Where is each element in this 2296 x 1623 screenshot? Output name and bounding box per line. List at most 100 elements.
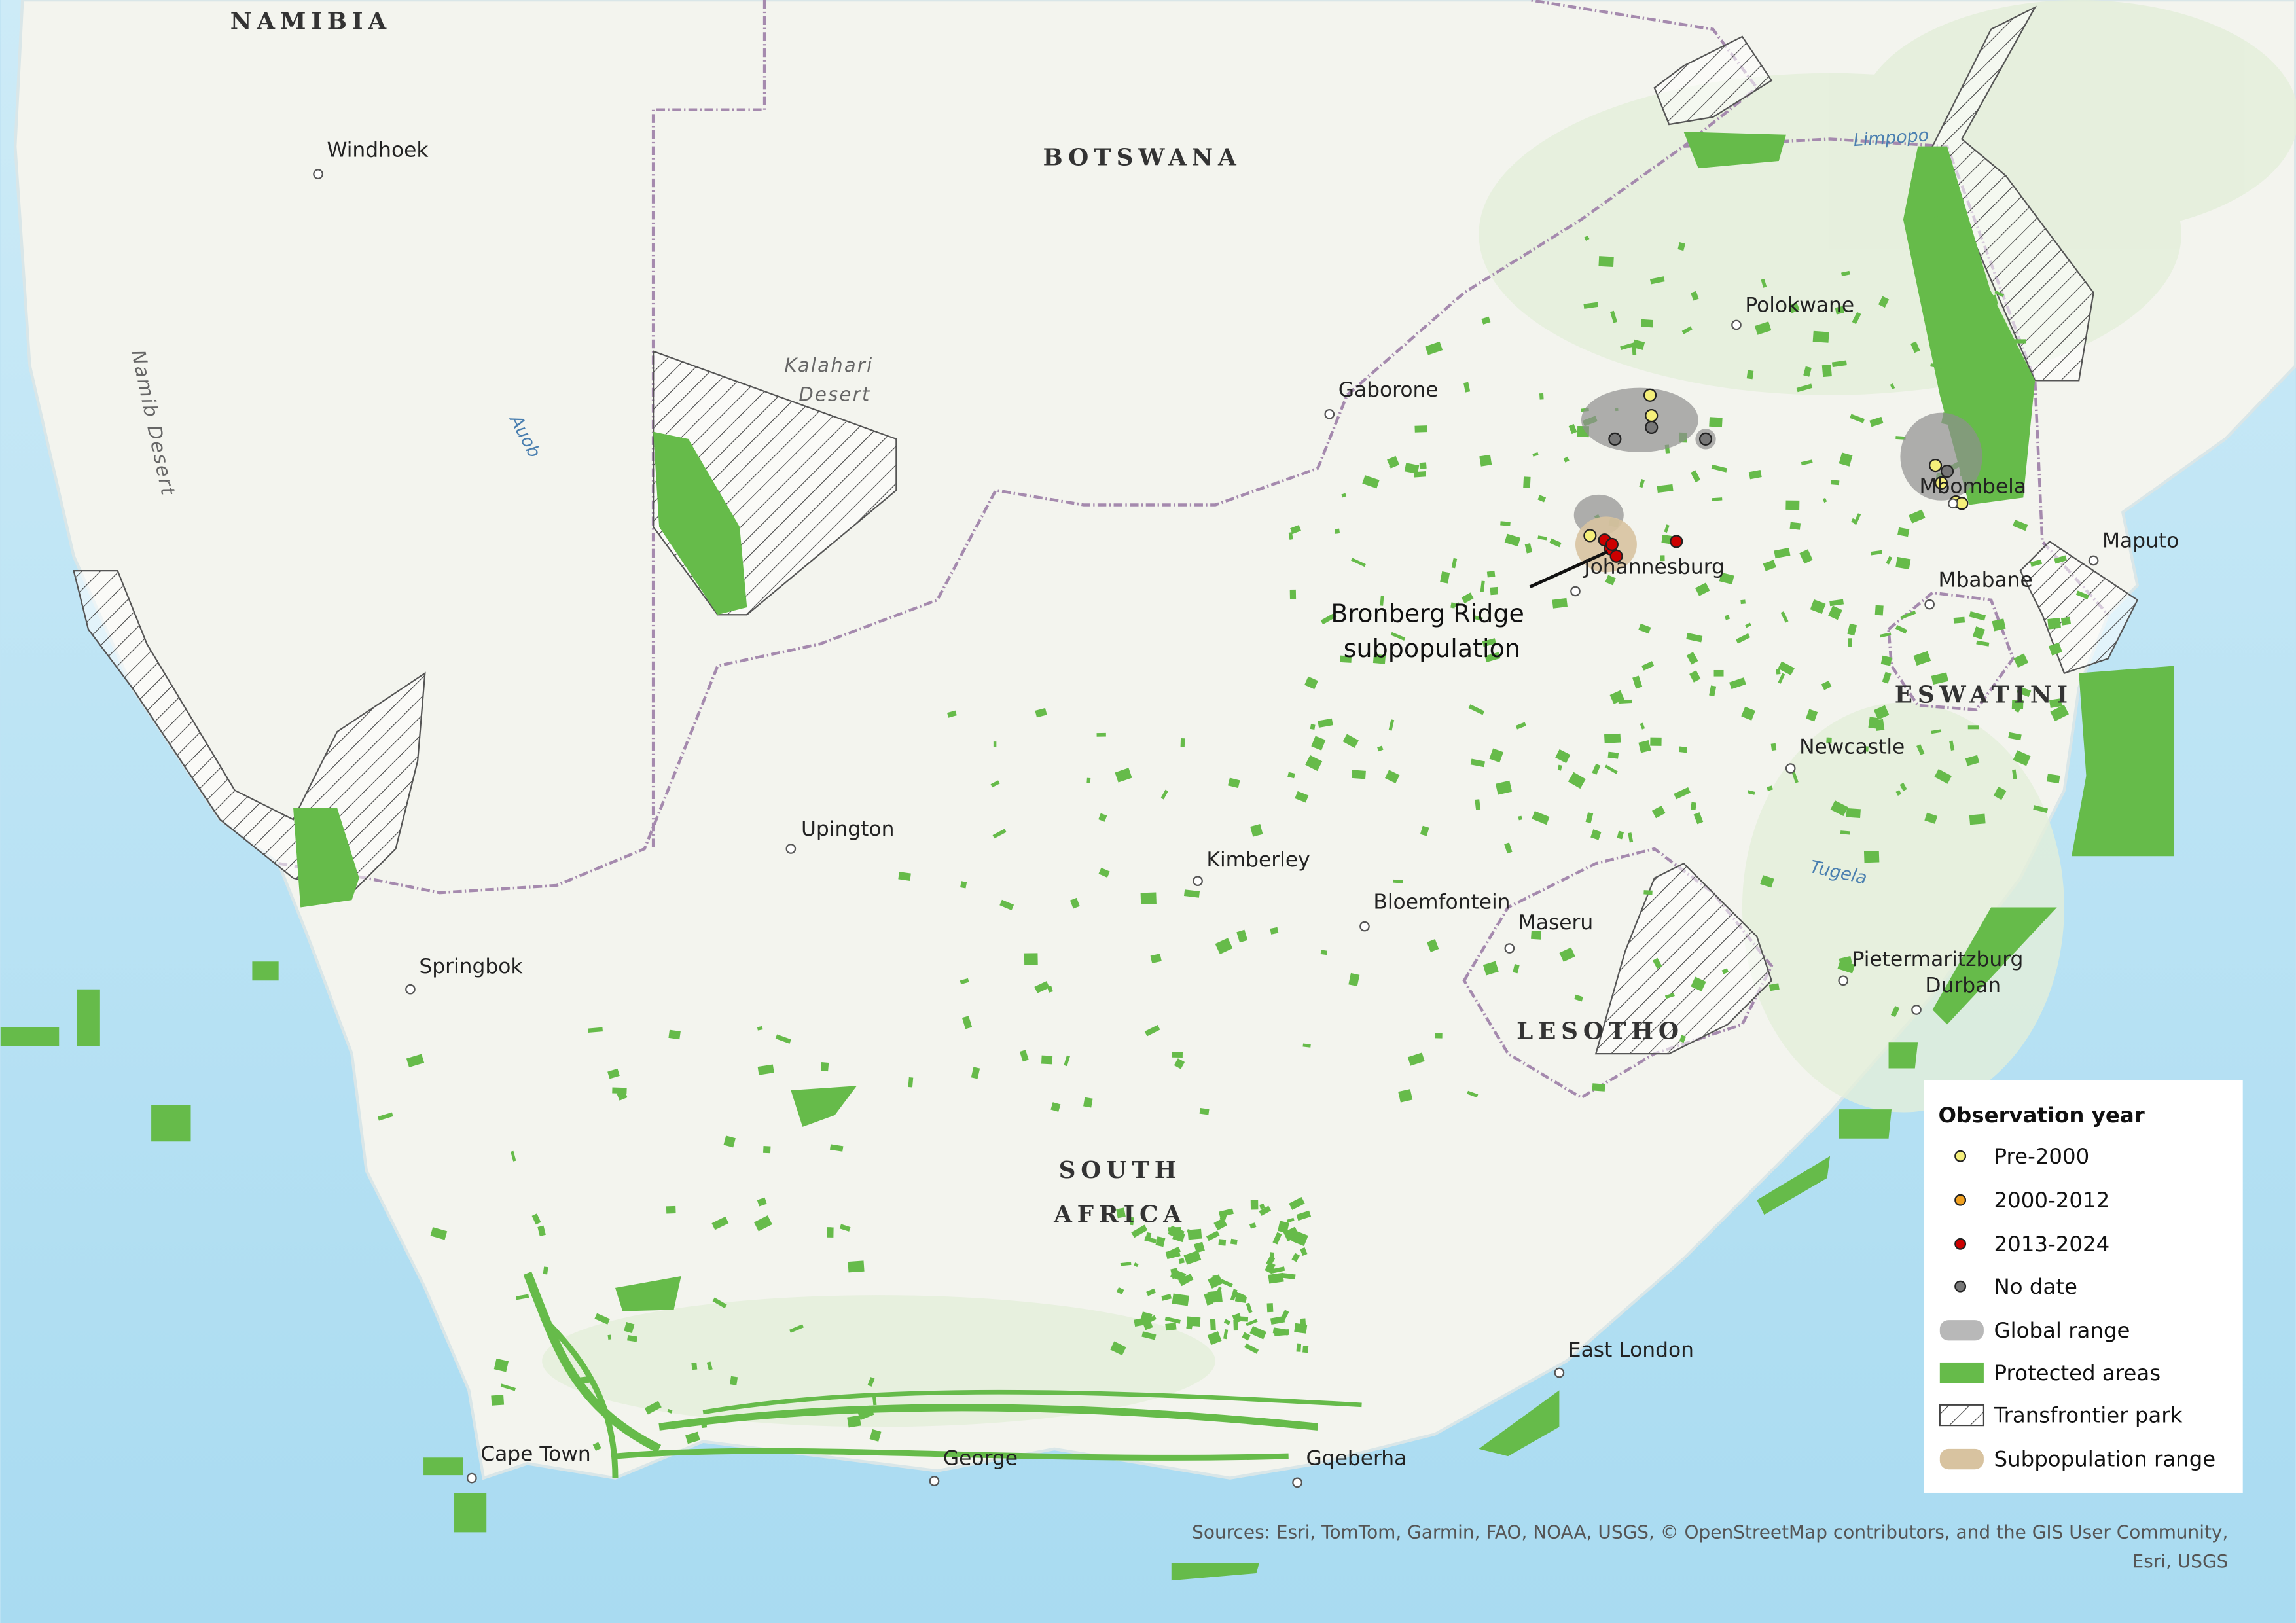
protected-area — [1840, 830, 1850, 835]
protected-area — [1178, 1258, 1185, 1264]
protected-area — [1266, 1255, 1276, 1266]
global-range — [1900, 412, 1982, 501]
protected-area — [1171, 1563, 1259, 1581]
country-label: SOUTH — [1059, 1156, 1182, 1184]
protected-area — [1041, 1055, 1053, 1065]
protected-area — [1641, 661, 1655, 671]
protected-area — [1377, 745, 1384, 752]
protected-area — [1524, 543, 1533, 554]
protected-area — [1420, 825, 1429, 836]
protected-area — [775, 1034, 791, 1044]
protected-area — [1585, 812, 1594, 823]
protected-area — [1486, 571, 1496, 578]
protected-area — [1681, 326, 1693, 334]
protected-area — [1155, 1236, 1166, 1247]
protected-area — [1213, 1217, 1228, 1231]
protected-area — [820, 1062, 829, 1072]
protected-area — [1868, 717, 1879, 729]
protected-area — [2008, 732, 2022, 741]
protected-area — [454, 1492, 487, 1533]
country-label: ESWATINI — [1895, 681, 2073, 708]
protected-area — [1539, 393, 1544, 400]
protected-area — [1131, 1224, 1148, 1238]
protected-area — [1272, 1327, 1289, 1336]
protected-area — [1134, 1262, 1139, 1268]
protected-area — [1234, 1295, 1247, 1304]
protected-area — [1435, 1033, 1443, 1039]
protected-area — [847, 1415, 861, 1428]
observation — [1605, 537, 1619, 551]
protected-area — [1745, 622, 1751, 628]
protected-area — [1761, 278, 1767, 288]
protected-area — [575, 1376, 590, 1385]
protected-area — [1878, 296, 1890, 308]
protected-area — [1265, 1261, 1276, 1274]
protected-area — [1246, 1319, 1258, 1327]
protected-area — [1748, 469, 1762, 480]
border — [1887, 591, 2015, 711]
protected-area — [1223, 1319, 1231, 1325]
protected-area — [430, 1227, 448, 1240]
protected-area — [1652, 957, 1662, 969]
city-dot — [1948, 498, 1958, 509]
protected-area — [1372, 654, 1386, 664]
observation — [1609, 549, 1623, 563]
protected-area — [1651, 805, 1666, 819]
protected-area — [1219, 1212, 1227, 1221]
protected-area — [1504, 533, 1521, 547]
protected-area — [1847, 623, 1857, 636]
legend-label: Subpopulation range — [1994, 1447, 2216, 1472]
protected-area — [1760, 875, 1774, 888]
city-label: Cape Town — [480, 1442, 590, 1466]
protected-area — [1480, 580, 1485, 592]
protected-area — [1776, 668, 1781, 675]
protected-area — [1735, 633, 1751, 644]
protected-area — [1150, 954, 1162, 964]
protected-area — [1895, 556, 1911, 570]
protected-area — [1638, 623, 1651, 634]
protected-area — [378, 1112, 393, 1121]
protected-area — [1288, 532, 1293, 540]
protected-area — [1537, 495, 1547, 503]
protected-area — [867, 1377, 875, 1387]
protected-area — [1890, 1006, 1900, 1018]
protected-area — [1886, 556, 1893, 565]
protected-area — [523, 1272, 662, 1453]
protected-area — [1709, 685, 1717, 697]
protected-area — [516, 1294, 529, 1300]
city-label: East London — [1568, 1338, 1694, 1362]
protected-area — [1803, 366, 1812, 377]
protected-area — [1552, 597, 1568, 609]
protected-area — [1690, 802, 1697, 810]
protected-area — [1839, 452, 1853, 467]
protected-area — [1290, 525, 1301, 535]
protected-area — [1504, 842, 1513, 854]
protected-area — [644, 1400, 662, 1415]
city-dot — [1785, 763, 1796, 774]
protected-area — [990, 780, 1000, 788]
protected-area — [1302, 1346, 1309, 1353]
protected-area — [1468, 704, 1485, 715]
protected-area — [1244, 1343, 1259, 1354]
protected-area — [1289, 589, 1297, 599]
protected-area — [1863, 851, 1880, 863]
protected-area — [1828, 605, 1842, 620]
protected-area — [252, 961, 279, 981]
city-label: Windhoek — [327, 138, 429, 162]
protected-area — [753, 1215, 772, 1232]
protected-area — [1035, 707, 1047, 718]
protected-area — [1895, 436, 1906, 440]
protected-area — [1183, 1250, 1202, 1265]
sources: Esri, USGS — [2132, 1550, 2229, 1572]
protected-area — [2030, 559, 2043, 567]
city-dot — [785, 844, 797, 854]
city-label: Mbombela — [1920, 475, 2027, 499]
protected-area — [1882, 671, 1892, 684]
city-dot — [405, 984, 416, 995]
protected-area — [1563, 456, 1570, 463]
transfrontier-park — [1594, 863, 1772, 1055]
protected-area — [1936, 306, 1952, 315]
protected-area — [1393, 879, 1403, 883]
annotation: Bronberg Ridge — [1331, 599, 1524, 628]
protected-area — [1310, 724, 1316, 730]
